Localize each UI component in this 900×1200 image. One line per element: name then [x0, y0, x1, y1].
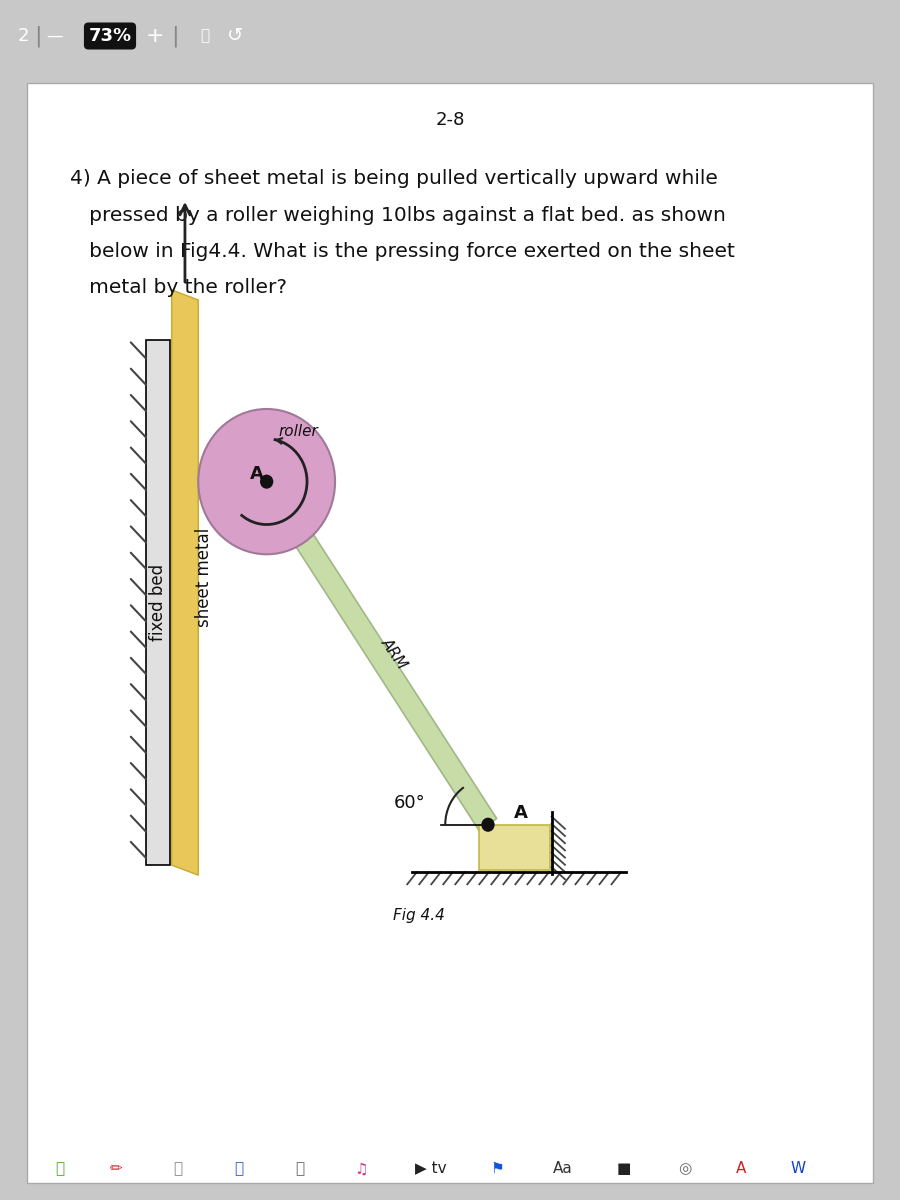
Text: fixed bed: fixed bed [148, 564, 166, 641]
Circle shape [260, 474, 274, 488]
Text: 73%: 73% [88, 26, 131, 44]
Text: ⬜: ⬜ [201, 29, 210, 43]
Text: 🖥: 🖥 [295, 1162, 304, 1176]
Text: 2-8: 2-8 [436, 112, 464, 130]
Text: 4) A piece of sheet metal is being pulled vertically upward while: 4) A piece of sheet metal is being pulle… [70, 169, 718, 188]
Text: ■: ■ [616, 1162, 631, 1176]
Text: ♫: ♫ [354, 1162, 367, 1176]
Text: —: — [47, 26, 63, 44]
Text: metal by the roller?: metal by the roller? [70, 278, 287, 298]
Text: sheet metal: sheet metal [195, 528, 213, 628]
Text: |: | [171, 25, 179, 47]
Text: roller: roller [278, 425, 318, 439]
Text: ⚑: ⚑ [491, 1162, 504, 1176]
Text: Fig 4.4: Fig 4.4 [393, 908, 445, 923]
Polygon shape [172, 290, 198, 875]
Text: 60°: 60° [394, 793, 426, 811]
Text: +: + [146, 26, 165, 46]
Text: ✏: ✏ [110, 1162, 122, 1176]
Text: ↺: ↺ [227, 26, 243, 46]
Text: 🌿: 🌿 [55, 1162, 65, 1176]
Text: below in Fig4.4. What is the pressing force exerted on the sheet: below in Fig4.4. What is the pressing fo… [70, 242, 735, 262]
Text: 🎧: 🎧 [173, 1162, 182, 1176]
Text: ◎: ◎ [679, 1162, 691, 1176]
Text: A: A [514, 804, 528, 822]
Circle shape [198, 409, 335, 554]
Text: |: | [34, 25, 41, 47]
Bar [479, 824, 550, 870]
Text: A: A [736, 1162, 747, 1176]
Text: ▶ tv: ▶ tv [416, 1162, 447, 1176]
Polygon shape [258, 475, 497, 832]
Bar [146, 341, 170, 865]
Text: ARM: ARM [379, 635, 410, 672]
Text: pressed by a roller weighing 10lbs against a flat bed. as shown: pressed by a roller weighing 10lbs again… [70, 205, 726, 224]
Text: 📊: 📊 [234, 1162, 243, 1176]
Circle shape [482, 817, 495, 832]
Text: W: W [790, 1162, 806, 1176]
Text: A: A [250, 464, 264, 482]
Text: Aa: Aa [553, 1162, 572, 1176]
Text: 2: 2 [18, 26, 30, 44]
